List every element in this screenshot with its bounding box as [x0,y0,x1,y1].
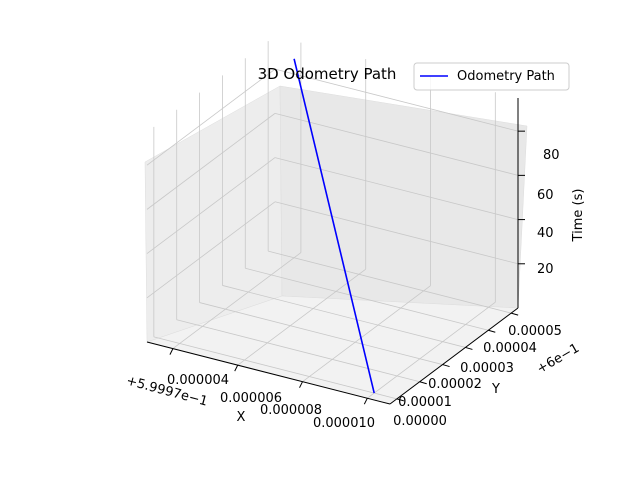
grid-line [367,301,496,399]
z-tick-label: 20 [537,262,554,277]
y-tick [396,398,404,402]
y-tick-label: 0.00003 [460,361,514,376]
back-right-pane [279,85,528,309]
grid-line [153,336,397,400]
legend-frame [413,62,570,91]
x-axis-line [146,341,391,405]
y-tick-label: 0.00005 [508,324,562,339]
x-tick [363,397,368,405]
x-tick [169,348,174,355]
y-tick-label: 0.00001 [398,395,452,410]
x-tick-label: 0.000008 [260,403,322,418]
grid-line [245,267,489,331]
grid-line [274,157,519,220]
grid-line [237,268,366,366]
x-tick-label: 0.000006 [220,391,282,406]
grid-line [268,250,512,314]
y-offset-label: +6e−1 [534,341,582,377]
y-tick-label: 0.00004 [483,341,537,356]
grid-line [274,201,519,265]
grid-line [274,112,519,176]
y-tick-label: 0.00002 [428,377,482,392]
odometry-path-line [293,58,375,394]
grid-line [146,113,276,210]
x-tick [234,364,239,372]
grid-lines [146,41,519,400]
series-layer [293,58,375,394]
chart-title: 3D Odometry Path [258,65,397,83]
grid-line [199,302,443,365]
y-tick [511,312,519,316]
grid-line [302,285,431,382]
y-tick [465,346,473,350]
axes [146,98,525,405]
grid-line [222,285,466,348]
x-tick-label: 0.000010 [313,416,375,431]
y-axis-line [389,307,519,405]
y-tick [419,381,427,385]
grid-line [274,68,519,132]
x-tick-label: 0.000004 [167,373,229,388]
z-tick-label: 40 [537,226,554,241]
z-tick-label: 60 [537,188,554,203]
grid-line [176,319,420,383]
x-axis-label: X [237,410,246,425]
grid-line [146,201,276,299]
legend-label: Odometry Path [457,69,555,84]
legend: Odometry Path [413,62,570,91]
y-tick-label: 0.00000 [393,414,447,429]
y-tick [442,364,450,368]
x-tick [299,381,303,388]
grid-line [172,252,302,349]
z-tick-label: 80 [543,148,560,163]
z-axis-label: Time (s) [571,189,586,243]
y-tick [488,329,496,333]
grid-line [146,157,276,254]
grid-line [146,68,276,166]
y-axis-label: Y [491,382,500,397]
